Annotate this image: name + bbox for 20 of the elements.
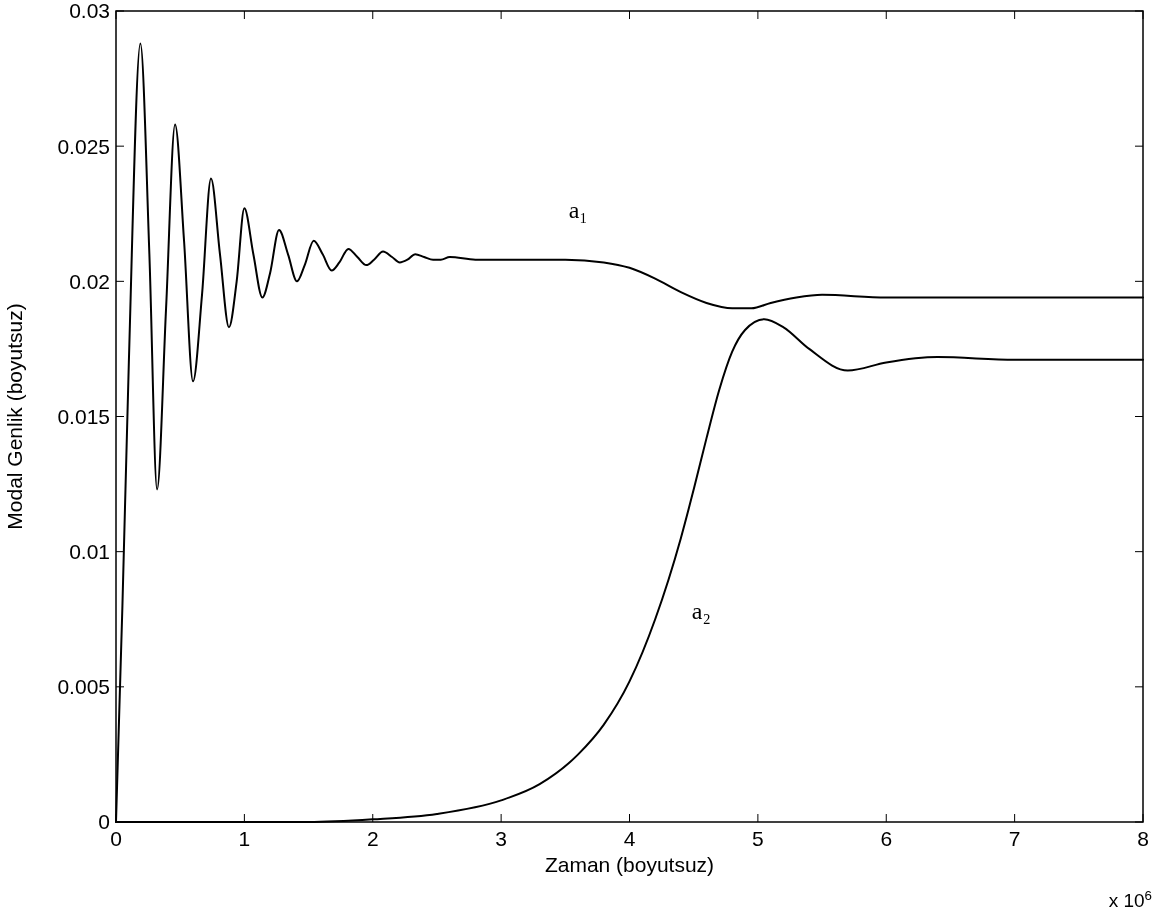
- series-label: a₁: [568, 196, 588, 223]
- x-tick-label: 6: [880, 827, 893, 850]
- x-tick-label: 1: [238, 827, 251, 850]
- y-tick-label: 0: [98, 810, 110, 834]
- series-label: a₂: [691, 598, 711, 625]
- y-tick-label: 0.025: [57, 134, 110, 158]
- x-tick-label: 4: [623, 827, 636, 850]
- y-tick-label: 0.03: [69, 0, 110, 23]
- x-tick-label: 2: [366, 827, 379, 850]
- y-tick-label: 0.01: [69, 540, 110, 564]
- y-axis-title: Modal Genlik (boyutsuz): [3, 303, 26, 530]
- y-tick-label: 0.005: [57, 675, 110, 699]
- y-tick-label: 0.02: [69, 269, 110, 293]
- x-tick-label: 7: [1008, 827, 1021, 850]
- text: x 10$^{6}$: [1108, 887, 1152, 911]
- x-tick-label: 8: [1137, 827, 1149, 850]
- x-axis-title: Zaman (boyutsuz): [544, 853, 715, 876]
- y-tick-label: 0.015: [57, 404, 110, 428]
- x-tick-label: 3: [495, 827, 507, 850]
- x-tick-label: 5: [752, 827, 764, 850]
